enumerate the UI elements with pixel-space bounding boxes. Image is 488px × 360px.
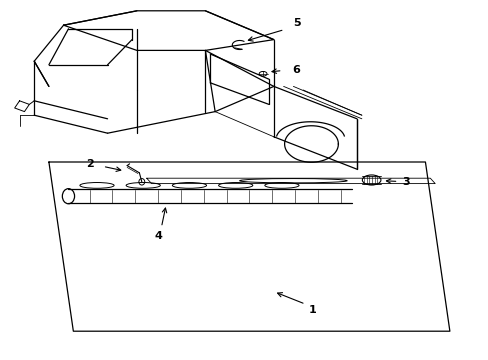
Text: 1: 1: [308, 305, 316, 315]
Text: 3: 3: [401, 177, 409, 187]
Text: 4: 4: [155, 231, 163, 241]
Text: 2: 2: [86, 159, 94, 169]
Text: 5: 5: [292, 18, 300, 28]
Text: 6: 6: [291, 65, 299, 75]
